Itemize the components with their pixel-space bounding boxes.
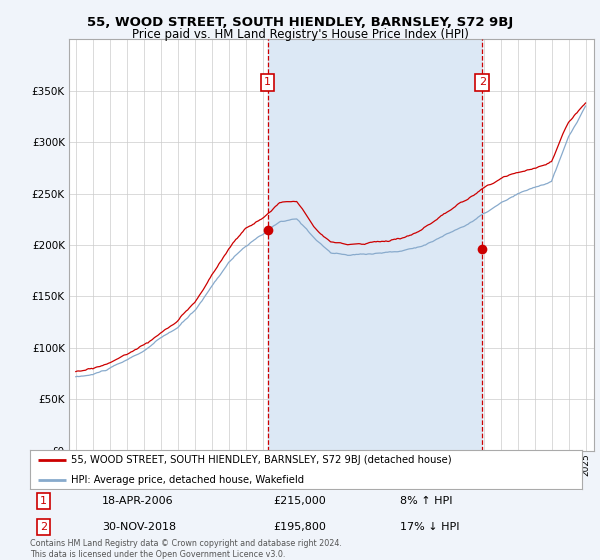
Text: 2: 2 bbox=[479, 77, 486, 87]
Bar bbox=[268, 39, 482, 451]
Text: £195,800: £195,800 bbox=[273, 522, 326, 532]
Text: 1: 1 bbox=[264, 77, 271, 87]
Text: 55, WOOD STREET, SOUTH HIENDLEY, BARNSLEY, S72 9BJ (detached house): 55, WOOD STREET, SOUTH HIENDLEY, BARNSLE… bbox=[71, 455, 452, 465]
Text: 18-APR-2006: 18-APR-2006 bbox=[102, 496, 173, 506]
Text: 1: 1 bbox=[40, 496, 47, 506]
Text: 55, WOOD STREET, SOUTH HIENDLEY, BARNSLEY, S72 9BJ: 55, WOOD STREET, SOUTH HIENDLEY, BARNSLE… bbox=[87, 16, 513, 29]
Text: Contains HM Land Registry data © Crown copyright and database right 2024.
This d: Contains HM Land Registry data © Crown c… bbox=[30, 539, 342, 559]
Text: 8% ↑ HPI: 8% ↑ HPI bbox=[400, 496, 452, 506]
Text: 30-NOV-2018: 30-NOV-2018 bbox=[102, 522, 176, 532]
Text: HPI: Average price, detached house, Wakefield: HPI: Average price, detached house, Wake… bbox=[71, 475, 305, 486]
Text: 17% ↓ HPI: 17% ↓ HPI bbox=[400, 522, 460, 532]
Text: Price paid vs. HM Land Registry's House Price Index (HPI): Price paid vs. HM Land Registry's House … bbox=[131, 28, 469, 41]
Text: 2: 2 bbox=[40, 522, 47, 532]
Text: £215,000: £215,000 bbox=[273, 496, 326, 506]
